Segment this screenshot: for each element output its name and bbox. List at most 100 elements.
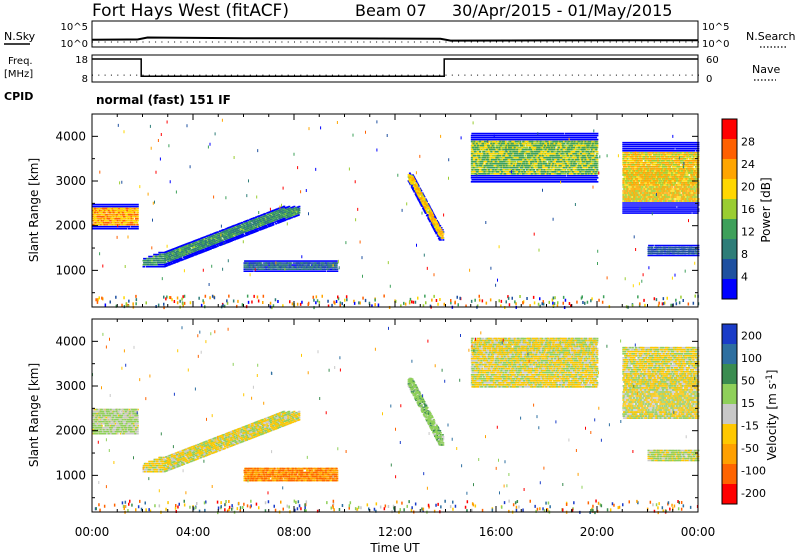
velocity-colorbar: 200 100 50 15 -15 -50 -100 -200 <box>721 323 766 505</box>
y-tick-label: 2000 <box>55 219 86 233</box>
colorbar-tick-label: 15 <box>741 397 755 410</box>
power-echo-cells <box>622 152 700 202</box>
colorbar-segment <box>722 219 737 240</box>
colorbar-segment <box>722 159 737 180</box>
velocity-echo-cells <box>622 346 700 419</box>
colorbar-segment <box>722 119 737 140</box>
frequency-panel-frame <box>91 54 699 83</box>
colorbar-tick-label: -100 <box>741 464 766 477</box>
colorbar-segment <box>722 424 737 445</box>
power-speckle-cells <box>94 130 696 309</box>
power-echo-cells <box>243 260 339 272</box>
colorbar-segment <box>722 324 737 345</box>
power-echo-cells <box>408 176 444 239</box>
velocity-ground-speckle <box>92 326 699 515</box>
velocity-echo-region <box>92 408 139 435</box>
colorbar-segment <box>722 444 737 465</box>
x-tick-label: 04:00 <box>176 525 211 539</box>
colorbar-tick-label: 20 <box>741 181 755 194</box>
velocity-colorbar-label: Velocity [m s-1] <box>765 370 779 461</box>
freq-unit-label: [MHz] <box>4 69 33 80</box>
power-colorbar: 4 8 12 16 20 24 28 <box>721 118 755 300</box>
power-echo-cells <box>622 141 700 214</box>
nsearch-label: N.Search <box>746 30 796 43</box>
colorbar-segment <box>722 484 737 505</box>
power-y-ticks: 1000 2000 3000 4000 <box>55 113 698 294</box>
velocity-echo-cells <box>622 346 700 419</box>
date-range: 30/Apr/2015 - 01/May/2015 <box>452 1 672 20</box>
time-axis-ticks: 00:00 04:00 08:00 12:00 16:00 20:00 00:00 <box>75 114 715 539</box>
power-echo-region <box>407 172 445 241</box>
velocity-speckle-cells <box>92 344 696 515</box>
power-echo-cells <box>92 207 139 226</box>
velocity-echo-region <box>622 346 700 419</box>
noise-panel: N.Sky 10^5 10^0 10^5 10^0 N.Search <box>4 20 796 50</box>
x-tick-label: 16:00 <box>479 525 514 539</box>
colorbar-segment <box>722 259 737 280</box>
nsky-tick-top: 10^5 <box>61 22 88 33</box>
x-tick-label: 20:00 <box>580 525 615 539</box>
colorbar-segment <box>722 364 737 385</box>
cpid-label: CPID <box>4 90 33 103</box>
colorbar-segment <box>722 179 737 200</box>
velocity-speckle-cells <box>97 337 699 514</box>
power-echo-cells <box>243 262 339 270</box>
frequency-panel: Freq. [MHz] 18 8 60 0 Nave <box>4 54 780 85</box>
y-tick-label: 1000 <box>55 468 86 482</box>
colorbar-tick-label: 8 <box>741 248 748 261</box>
power-echo-cells <box>92 203 139 230</box>
velocity-echo-cells <box>647 449 700 462</box>
power-speckle-cells <box>119 121 697 310</box>
colorbar-tick-label: 200 <box>741 329 762 342</box>
power-ground-speckle <box>94 118 700 310</box>
colorbar-frame <box>721 323 738 505</box>
colorbar-tick-label: 50 <box>741 374 755 387</box>
frequency-line <box>92 58 698 78</box>
colorbar-tick-label: -200 <box>741 487 766 500</box>
radar-title: Fort Hays West (fitACF) <box>92 1 289 21</box>
velocity-y-axis-label: Slant Range [km] <box>27 363 41 467</box>
velocity-echo-cells <box>243 467 339 482</box>
colorbar-frame <box>721 118 738 300</box>
colorbar-segment <box>722 199 737 220</box>
colorbar-tick-label: 100 <box>741 352 762 365</box>
nsky-line <box>91 36 699 42</box>
cpid-panel: CPID normal (fast) 151 IF <box>4 90 231 107</box>
x-tick-label: 00:00 <box>75 525 110 539</box>
velocity-echo-cells <box>647 449 700 462</box>
velocity-panel: 1000 2000 3000 4000 Slant Range [km] 200 100… <box>27 114 779 554</box>
velocity-echo-cells <box>143 410 301 473</box>
nave-tick-top: 60 <box>706 55 719 66</box>
colorbar-tick-label: 16 <box>741 203 755 216</box>
colorbar-tick-label: 12 <box>741 226 755 239</box>
colorbar-segment <box>722 239 737 260</box>
y-tick-label: 2000 <box>55 424 86 438</box>
colorbar-segment <box>722 464 737 485</box>
freq-tick-bottom: 8 <box>82 74 88 85</box>
power-echo-region <box>647 244 700 257</box>
freq-tick-top: 18 <box>75 55 88 66</box>
colorbar-segment <box>722 139 737 160</box>
power-speckle-cells <box>123 124 700 309</box>
colorbar-tick-label: 24 <box>741 158 755 171</box>
velocity-echo-region <box>470 337 599 388</box>
velocity-panel-frame <box>91 318 699 513</box>
velocity-echo-cells <box>407 377 445 446</box>
colorbar-tick-label: 4 <box>741 271 748 284</box>
power-speckle-cells <box>109 120 699 309</box>
power-data-area <box>92 118 700 310</box>
noise-panel-frame <box>91 20 699 48</box>
velocity-echo-cells <box>92 408 139 435</box>
power-echo-region <box>622 141 700 214</box>
nsearch-tick-bottom: 10^0 <box>702 39 729 50</box>
y-tick-label: 3000 <box>55 379 86 393</box>
y-tick-label: 1000 <box>55 263 86 277</box>
velocity-echo-cells <box>647 449 700 462</box>
velocity-echo-region <box>407 377 445 446</box>
nsky-series <box>91 36 699 43</box>
power-echo-cells <box>647 244 700 257</box>
velocity-echo-region <box>142 410 301 473</box>
y-tick-label: 3000 <box>55 174 86 188</box>
nsky-tick-bottom: 10^0 <box>61 39 88 50</box>
colorbar-segment <box>722 344 737 365</box>
